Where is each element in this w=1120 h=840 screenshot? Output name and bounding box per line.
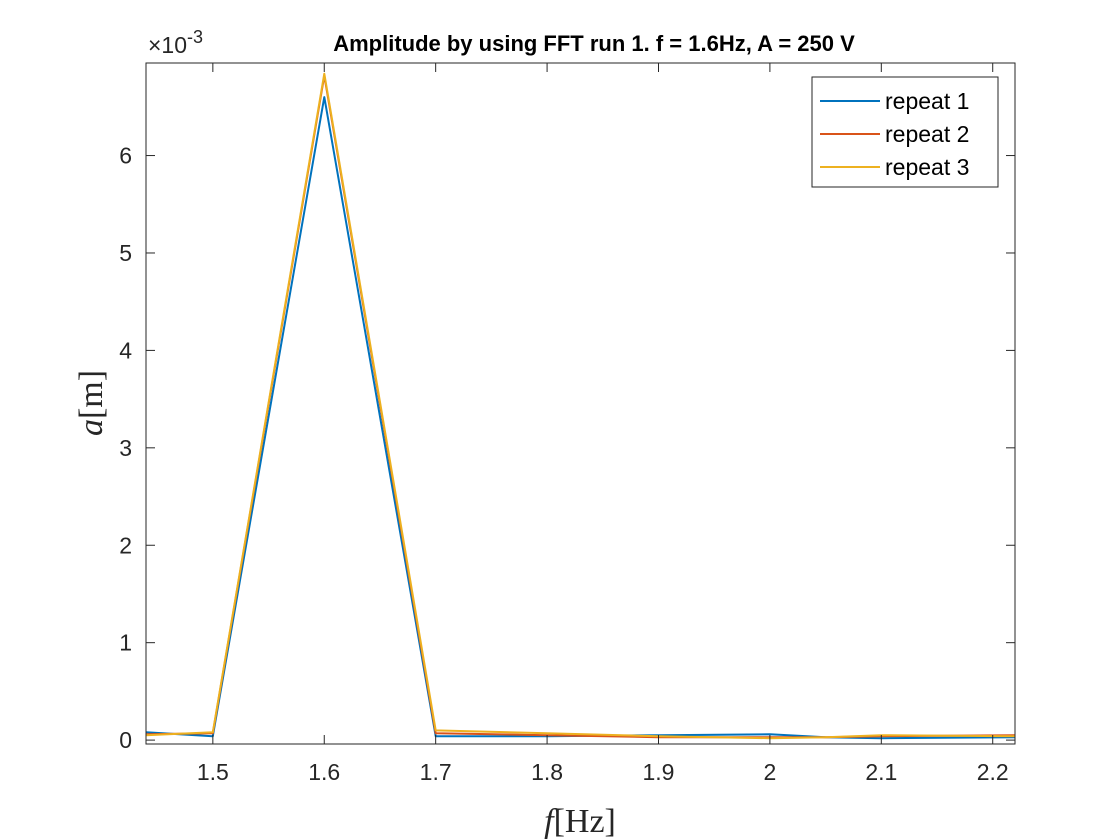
y-axis-ticks: 0 1 2 3 4 5 6 bbox=[119, 143, 1015, 753]
y-exponent-label: ×10-3 bbox=[148, 27, 203, 58]
y-tick-label: 2 bbox=[119, 532, 132, 558]
x-tick-label: 1.6 bbox=[308, 759, 340, 785]
y-axis-label: a[m] bbox=[73, 370, 110, 436]
y-exponent-power: -3 bbox=[187, 27, 203, 47]
y-axis-label-symbol: a bbox=[73, 419, 110, 436]
x-tick-label: 1.9 bbox=[642, 759, 674, 785]
y-axis-label-unit: [m] bbox=[73, 370, 110, 419]
x-axis-label-unit: [Hz] bbox=[554, 803, 616, 840]
y-tick-label: 3 bbox=[119, 435, 132, 461]
legend: repeat 1 repeat 2 repeat 3 bbox=[811, 76, 999, 188]
plot-frame bbox=[145, 62, 1016, 745]
legend-items: repeat 1 repeat 2 repeat 3 bbox=[820, 88, 969, 180]
x-tick-label: 1.8 bbox=[531, 759, 563, 785]
x-tick-label: 1.5 bbox=[197, 759, 229, 785]
x-tick-label: 2.1 bbox=[865, 759, 897, 785]
y-tick-label: 0 bbox=[119, 727, 132, 753]
legend-label-2: repeat 2 bbox=[885, 121, 969, 147]
x-axis-ticks: 1.5 1.6 1.7 1.8 1.9 2 2.1 2.2 bbox=[197, 63, 1009, 785]
x-tick-label: 2.2 bbox=[977, 759, 1009, 785]
chart-title: Amplitude by using FFT run 1. f = 1.6Hz,… bbox=[333, 31, 855, 56]
y-tick-label: 6 bbox=[119, 143, 132, 169]
legend-label-1: repeat 1 bbox=[885, 88, 969, 114]
y-tick-label: 4 bbox=[119, 337, 132, 363]
series-line-3 bbox=[145, 72, 1016, 740]
y-tick-label: 5 bbox=[119, 240, 132, 266]
x-tick-label: 2 bbox=[763, 759, 776, 785]
series-lines bbox=[145, 72, 1016, 740]
x-tick-label: 1.7 bbox=[420, 759, 452, 785]
legend-label-3: repeat 3 bbox=[885, 154, 969, 180]
y-tick-label: 1 bbox=[119, 630, 132, 656]
y-exponent-base: ×10 bbox=[148, 32, 187, 58]
legend-box bbox=[811, 76, 999, 188]
x-axis-label: f[Hz] bbox=[544, 803, 616, 840]
